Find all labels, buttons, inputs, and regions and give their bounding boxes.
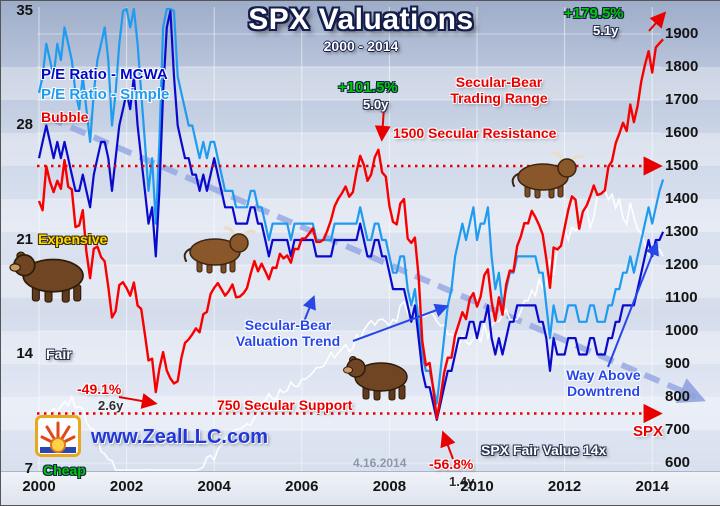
x-axis-tick: 2000 <box>22 478 56 495</box>
y-axis-right-tick: 900 <box>665 355 691 372</box>
support-label: 750 Secular Support <box>217 397 353 413</box>
website-watermark: www.ZealLLC.com <box>91 426 269 448</box>
valuation-trend-label-line2: Valuation Trend <box>235 333 341 349</box>
x-axis-tick: 2012 <box>547 478 582 495</box>
y-axis-right-tick: 1800 <box>665 58 699 75</box>
y-axis-right-tick: 1700 <box>665 91 699 108</box>
valuation-trend-label-line1: Secular-Bear <box>244 317 332 333</box>
x-axis-tick: 2002 <box>109 478 144 495</box>
way-above-label-line1: Way Above <box>566 367 641 383</box>
trading-range-label-line2: Trading Range <box>450 90 548 106</box>
trading-range-label-line1: Secular-Bear <box>455 74 543 90</box>
resistance-label: 1500 Secular Resistance <box>393 125 557 141</box>
series-pe-mcwa <box>37 9 665 421</box>
y-axis-right-tick: 1300 <box>665 223 699 240</box>
gain-2014-pct: +179.5% <box>564 5 624 22</box>
zone-label-fair: Fair <box>46 346 72 362</box>
fair-value-series-label: SPX Fair Value 14x <box>481 442 607 458</box>
loss-2009-years: 1.4y <box>449 474 475 489</box>
annotation-arrows <box>118 11 667 460</box>
page-title: SPX Valuations <box>248 3 474 36</box>
series-pe-simple <box>37 7 665 405</box>
y-axis-right-tick: 700 <box>665 421 691 438</box>
zone-label-cheap: Cheap <box>43 462 86 478</box>
y-axis-right-tick: 1500 <box>665 157 699 174</box>
legend-pe-simple: P/E Ratio - Simple <box>41 86 170 103</box>
y-axis-left-tick: 7 <box>24 459 33 477</box>
date-label: 4.16.2014 <box>353 456 407 470</box>
x-axis-tick: 2008 <box>372 478 407 495</box>
zeal-logo-icon <box>35 415 81 457</box>
zone-label-bubble: Bubble <box>41 109 89 125</box>
x-axis-tick: 2006 <box>285 478 319 495</box>
gain-2007-pct: +101.5% <box>338 79 398 96</box>
x-axis-strip <box>1 471 720 505</box>
y-axis-left-tick: 14 <box>16 345 33 363</box>
loss-2009-pct: -56.8% <box>429 456 474 472</box>
zeal-logo <box>35 415 81 462</box>
y-axis-right-tick: 800 <box>665 388 691 405</box>
zone-label-expensive: Expensive <box>38 231 108 247</box>
page-subtitle: 2000 - 2014 <box>323 38 399 54</box>
y-axis-right-tick: 600 <box>665 454 691 471</box>
y-axis-left-tick: 35 <box>16 2 33 19</box>
y-axis-left-tick: 21 <box>16 230 33 248</box>
spx-series-label: SPX <box>633 423 664 440</box>
y-axis-right-tick: 1400 <box>665 190 699 207</box>
y-axis-right-tick: 1600 <box>665 124 699 141</box>
gain-2014-years: 5.1y <box>593 23 619 38</box>
loss-2002-years: 2.6y <box>98 398 124 413</box>
x-axis-tick: 2014 <box>635 478 669 495</box>
x-axis-tick: 2004 <box>197 478 231 495</box>
x-axis-tick: 2010 <box>460 478 494 495</box>
legend-pe-mcwa: P/E Ratio - MCWA <box>41 66 168 83</box>
series-spx <box>37 38 664 420</box>
y-axis-right-tick: 1900 <box>665 25 699 42</box>
way-above-label-line2: Downtrend <box>566 383 641 399</box>
y-axis-left-tick: 28 <box>16 116 33 134</box>
gain-2007-years: 5.0y <box>363 97 389 112</box>
gridlines <box>37 7 661 471</box>
y-axis-right-tick: 1200 <box>665 256 699 273</box>
y-axis-right-tick: 1000 <box>665 322 699 339</box>
y-axis-right-tick: 1100 <box>665 289 698 306</box>
loss-2002-pct: -49.1% <box>77 381 122 397</box>
